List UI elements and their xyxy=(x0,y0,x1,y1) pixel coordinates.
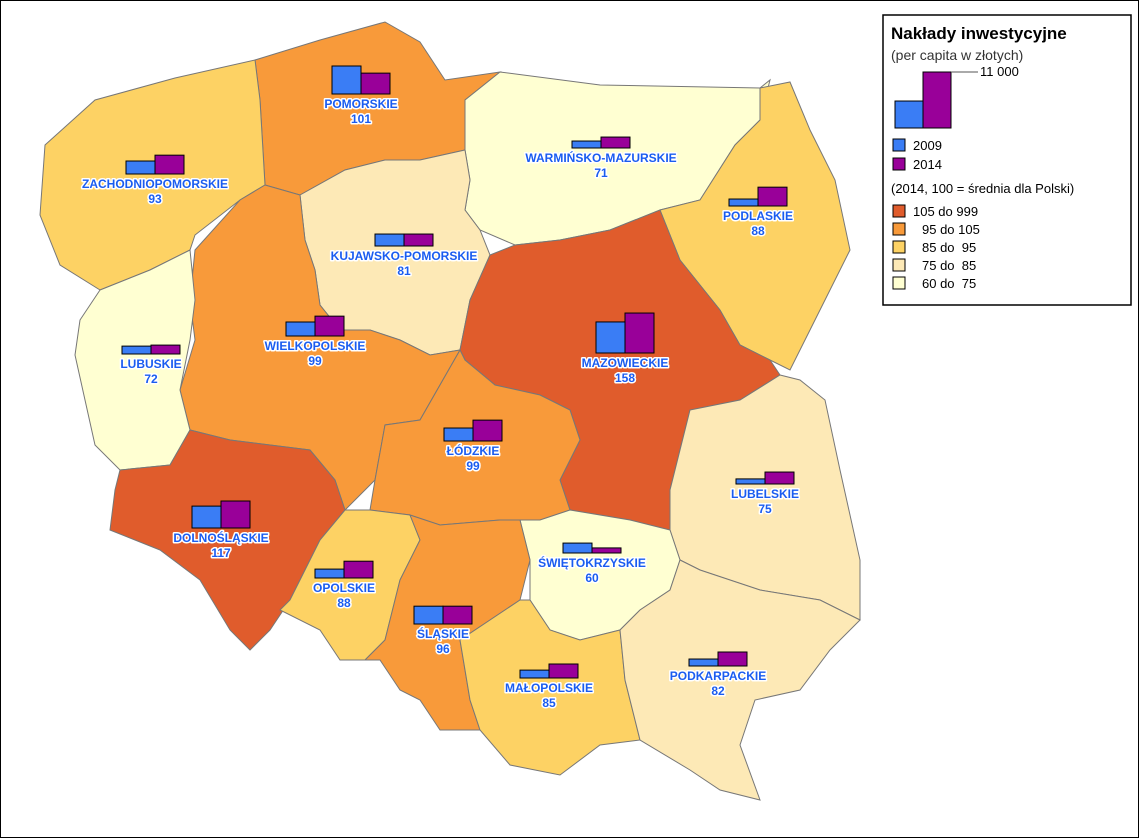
bar xyxy=(688,658,719,667)
bar xyxy=(519,669,550,679)
bar xyxy=(314,568,345,579)
legend-box xyxy=(882,14,1132,306)
class-swatch xyxy=(892,258,906,272)
bar xyxy=(735,478,766,485)
bar xyxy=(591,547,622,554)
region-name: POMORSKIE xyxy=(324,97,397,111)
bar xyxy=(125,160,156,175)
region-name: ŚWIĘTOKRZYSKIE xyxy=(538,555,646,570)
class-swatch xyxy=(892,204,906,218)
bar xyxy=(562,542,593,554)
region-index: 88 xyxy=(337,596,351,610)
region-name: KUJAWSKO-POMORSKIE xyxy=(331,249,478,263)
legend-swatch xyxy=(892,157,906,171)
region-index: 71 xyxy=(594,166,608,180)
bar xyxy=(443,427,474,442)
region-index: 85 xyxy=(542,696,556,710)
bar xyxy=(121,345,152,355)
bar xyxy=(331,65,362,95)
class-label: 60 do 75 xyxy=(922,276,976,291)
region-index: 75 xyxy=(758,502,772,516)
region-name: WARMIŃSKO-MAZURSKIE xyxy=(525,150,676,165)
region-index: 88 xyxy=(751,224,765,238)
region-index: 93 xyxy=(148,192,162,206)
bar xyxy=(472,419,503,442)
region-index: 117 xyxy=(211,546,231,560)
region-index: 72 xyxy=(144,372,158,386)
class-swatch xyxy=(892,240,906,254)
bar xyxy=(764,471,795,485)
legend-series: 2014 xyxy=(913,157,942,172)
region-name: LUBELSKIE xyxy=(731,487,799,501)
class-label: 75 do 85 xyxy=(922,258,976,273)
bar xyxy=(403,233,434,247)
bar xyxy=(624,312,655,354)
region-name: ŁÓDZKIE xyxy=(447,443,500,458)
bar xyxy=(442,605,473,625)
region-index: 99 xyxy=(466,459,480,473)
region-name: PODKARPACKIE xyxy=(670,669,766,683)
region-name: OPOLSKIE xyxy=(313,581,375,595)
bar xyxy=(548,663,579,679)
bar xyxy=(360,72,391,95)
bar xyxy=(343,560,374,579)
class-swatch xyxy=(892,222,906,236)
region-name: LUBUSKIE xyxy=(120,357,181,371)
bar xyxy=(314,315,345,337)
region-name: PODLASKIE xyxy=(723,209,793,223)
legend-series: 2009 xyxy=(913,138,942,153)
legend-sample-bar xyxy=(922,71,952,129)
region-name: MAZOWIECKIE xyxy=(582,356,669,370)
class-label: 105 do 999 xyxy=(913,204,978,219)
region-index: 101 xyxy=(351,112,371,126)
region-name: ZACHODNIOPOMORSKIE xyxy=(82,177,228,191)
region-index: 158 xyxy=(615,371,635,385)
legend-swatch xyxy=(892,138,906,152)
region-index: 99 xyxy=(308,354,322,368)
region-shape xyxy=(619,559,861,801)
legend-sample-bar xyxy=(894,100,924,129)
bar xyxy=(150,344,181,355)
class-label: 85 do 95 xyxy=(922,240,976,255)
legend-subtitle: (per capita w złotych) xyxy=(891,47,1023,63)
region-name: DOLNOŚLĄSKIE xyxy=(173,530,268,545)
bar xyxy=(191,505,222,529)
bar xyxy=(571,140,602,149)
legend: Nakłady inwestycyjne (per capita w złoty… xyxy=(882,14,1132,306)
bar xyxy=(413,605,444,625)
classes-title: (2014, 100 = średnia dla Polski) xyxy=(891,181,1074,196)
legend-title: Nakłady inwestycyjne xyxy=(891,24,1067,43)
bar xyxy=(728,198,759,207)
region-name: WIELKOPOLSKIE xyxy=(265,339,366,353)
bar xyxy=(757,186,788,207)
bar xyxy=(220,500,251,529)
region-index: 82 xyxy=(711,684,725,698)
bar xyxy=(154,154,185,175)
scale-label: 11 000 xyxy=(980,64,1019,79)
bar xyxy=(600,136,631,149)
region-name: MAŁOPOLSKIE xyxy=(505,681,593,695)
bar xyxy=(374,233,405,247)
bar xyxy=(717,651,748,667)
class-swatch xyxy=(892,276,906,290)
region-index: 60 xyxy=(585,571,599,585)
bar xyxy=(285,321,316,337)
region-name: ŚLĄSKIE xyxy=(417,626,469,641)
region-index: 96 xyxy=(436,642,450,656)
bar xyxy=(595,321,626,354)
class-label: 95 do 105 xyxy=(922,222,980,237)
region-index: 81 xyxy=(397,264,411,278)
